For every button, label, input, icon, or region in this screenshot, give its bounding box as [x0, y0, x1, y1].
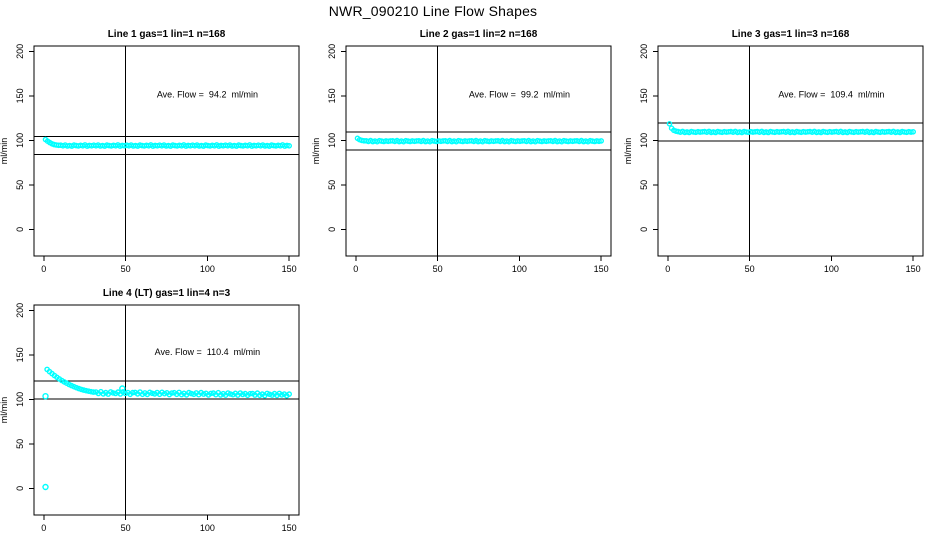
x-tick-label: 50: [745, 264, 755, 274]
y-tick-label: 200: [15, 44, 25, 59]
y-tick-label: 100: [15, 392, 25, 407]
x-tick-label: 100: [200, 523, 215, 533]
data-point: [908, 129, 914, 135]
y-tick-label: 0: [639, 227, 649, 232]
data-point: [85, 388, 92, 394]
outlier-point: [119, 385, 126, 392]
panel-title: Line 1 gas=1 lin=1 n=168: [108, 29, 226, 40]
outlier-point: [42, 483, 49, 491]
y-tick-label: 0: [327, 227, 337, 232]
x-tick-label: 150: [594, 264, 609, 274]
x-tick-label: 150: [906, 264, 921, 274]
data-points: [42, 136, 293, 149]
avg-flow-annotation: Ave. Flow = 110.4 ml/min: [155, 347, 260, 357]
line-2-plot: Line 2 gas=1 lin=2 n=168 0 50 100 150 200 0 50 1…: [311, 29, 612, 274]
y-axis-label: ml/min: [624, 138, 633, 165]
chart-panel-line-4: Line 4 (LT) gas=1 lin=4 n=3 0 50 100 150 200 0…: [0, 281, 312, 540]
y-tick-label: 200: [15, 303, 25, 318]
chart-panel-line-1: Line 1 gas=1 lin=1 n=168 0 50 100 150 200 0 50 1…: [0, 22, 312, 281]
chart-panel-line-3: Line 3 gas=1 lin=3 n=168 0 50 100 150 200 0 50 1…: [623, 22, 936, 281]
y-tick-label: 50: [639, 180, 649, 190]
line-4-plot: Line 4 (LT) gas=1 lin=4 n=3 0 50 100 150 200 0…: [0, 288, 300, 533]
y-tick-label: 0: [15, 486, 25, 491]
y-tick-label: 100: [15, 133, 25, 148]
data-point: [286, 391, 293, 397]
data-point: [666, 121, 673, 127]
data-point: [286, 143, 293, 149]
avg-flow-annotation: Ave. Flow = 99.2 ml/min: [469, 90, 570, 100]
line-3-plot: Line 3 gas=1 lin=3 n=168 0 50 100 150 200 0 50 1…: [623, 29, 924, 274]
y-tick-label: 200: [639, 44, 649, 59]
figure-title: NWR_090210 Line Flow Shapes: [328, 3, 538, 19]
y-tick-label: 150: [639, 88, 649, 103]
panel-title: Line 4 (LT) gas=1 lin=4 n=3: [103, 288, 231, 299]
x-tick-label: 50: [433, 264, 443, 274]
x-tick-label: 0: [41, 264, 46, 274]
x-tick-label: 0: [353, 264, 358, 274]
x-tick-label: 150: [282, 523, 297, 533]
x-tick-label: 100: [512, 264, 527, 274]
x-tick-label: 150: [282, 264, 297, 274]
avg-flow-annotation: Ave. Flow = 109.4 ml/min: [778, 90, 884, 100]
y-tick-label: 150: [15, 88, 25, 103]
y-axis-label: ml/min: [0, 138, 9, 165]
x-tick-label: 100: [200, 264, 215, 274]
data-point: [247, 390, 253, 397]
x-tick-label: 0: [665, 264, 670, 274]
data-point: [129, 389, 136, 396]
y-tick-label: 100: [327, 133, 337, 148]
y-tick-label: 150: [15, 347, 25, 362]
plot-border: [657, 45, 924, 257]
plot-border: [345, 45, 612, 257]
data-point: [149, 390, 155, 397]
data-point: [910, 129, 917, 135]
data-point: [83, 387, 89, 394]
avg-flow-annotation: Ave. Flow = 94.2 ml/min: [157, 90, 258, 100]
data-point: [88, 388, 94, 395]
y-tick-label: 100: [639, 133, 649, 148]
outlier-point: [42, 392, 49, 400]
data-point: [78, 386, 85, 393]
y-tick-label: 0: [15, 227, 25, 232]
data-point: [266, 391, 273, 398]
data-point: [81, 387, 87, 393]
y-axis-label: ml/min: [312, 138, 321, 165]
data-points: [666, 121, 917, 136]
line-1-plot: Line 1 gas=1 lin=1 n=168 0 50 100 150 200 0 50 1…: [0, 29, 300, 274]
chart-panel-line-2: Line 2 gas=1 lin=2 n=168 0 50 100 150 200 0 50 1…: [311, 22, 624, 281]
y-tick-label: 50: [15, 439, 25, 449]
plot-border: [33, 304, 300, 516]
y-tick-label: 200: [327, 44, 337, 59]
plot-border: [33, 45, 300, 257]
data-points: [42, 366, 293, 491]
x-tick-label: 50: [121, 523, 131, 533]
empty-panel: [624, 281, 936, 540]
data-point: [110, 390, 116, 396]
data-point: [90, 389, 97, 395]
empty-panel: [312, 281, 624, 540]
data-point: [168, 390, 175, 396]
y-tick-label: 150: [327, 88, 337, 103]
panel-title: Line 2 gas=1 lin=2 n=168: [420, 29, 538, 40]
data-point: [208, 390, 214, 397]
x-tick-label: 50: [121, 264, 131, 274]
x-tick-label: 100: [824, 264, 839, 274]
data-point: [598, 138, 605, 144]
y-tick-label: 50: [15, 180, 25, 190]
y-tick-label: 50: [327, 180, 337, 190]
y-axis-label: ml/min: [0, 397, 9, 424]
x-tick-label: 0: [41, 523, 46, 533]
panel-title: Line 3 gas=1 lin=3 n=168: [732, 29, 850, 40]
data-points: [354, 135, 605, 145]
